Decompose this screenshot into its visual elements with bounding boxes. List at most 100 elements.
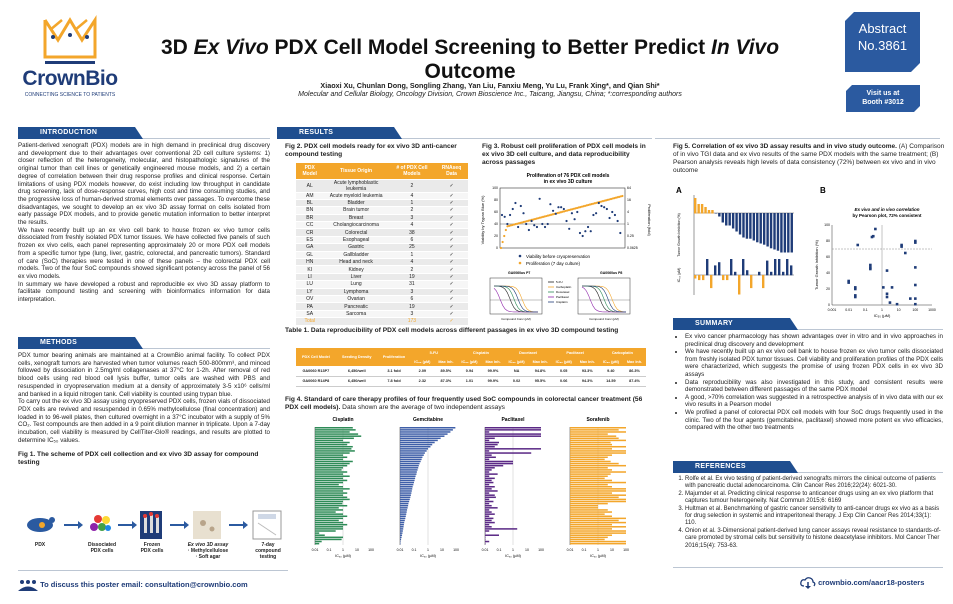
- table1-subheader-cell: Max Inh.: [622, 357, 646, 366]
- fig5a-tgi-bar: [738, 213, 742, 235]
- fig2-cell: Colorectal: [323, 228, 389, 237]
- title-part: Ex Vivo: [193, 36, 269, 59]
- fig2-cell: AL: [296, 179, 324, 193]
- fig4-bar: [485, 439, 490, 442]
- fig5b-point: [914, 283, 917, 287]
- fig4-bar: [570, 464, 626, 467]
- fig4-bar: [485, 437, 495, 440]
- fig5b-point: [874, 227, 877, 231]
- fig4-bar: [570, 479, 612, 482]
- fig4-bar: [315, 456, 348, 459]
- fig2-cell: LU: [296, 280, 324, 289]
- chart-icon: [252, 510, 282, 540]
- fig2-table-row: LU Lung 31 ✓: [296, 280, 468, 289]
- table1-cell: GA0060 R14P8: [296, 376, 336, 387]
- fig5b-point: [914, 241, 917, 244]
- abstract-badge: Abstract No.3861: [845, 12, 920, 72]
- fig5a-ic50-bar: [734, 271, 737, 276]
- fig4-bar: [570, 528, 612, 530]
- references-list: Rolfe et al. Ex vivo testing of patient-…: [673, 476, 943, 550]
- fig4-bar: [315, 469, 342, 471]
- title-part: 3D: [160, 36, 194, 59]
- step-label: 7-day compound testing: [255, 542, 281, 560]
- contact-email-link[interactable]: To discuss this poster email: consultati…: [40, 580, 248, 589]
- fig5-charts: A B Ex vivo and in vivo correlation by P…: [676, 186, 936, 318]
- table1-cell: 99.9%: [481, 376, 505, 387]
- fig4-bar: [570, 443, 612, 446]
- fig2-table-row: AL Acute lymphoblastic leukemia 2 ✓: [296, 179, 468, 193]
- fig4-bar: [400, 483, 414, 486]
- fig1-caption: Fig 1. The scheme of PDX cell collection…: [18, 451, 259, 467]
- fig4-bar: [400, 542, 401, 545]
- fig4-bar: [570, 486, 612, 488]
- table1-subheader-cell: Max Inh.: [481, 357, 505, 366]
- fig4-bar: [485, 538, 486, 541]
- proliferation-point: [621, 194, 624, 198]
- abstract-number: No.3861: [857, 38, 908, 53]
- results-heading: RESULTS: [277, 127, 402, 139]
- fig2-cell: 4: [388, 192, 436, 200]
- fig4-xtick: 10: [440, 548, 444, 552]
- fig4-bar: [485, 448, 541, 450]
- fig5a-ic50-bar: [746, 270, 749, 276]
- fig4-bar: [315, 464, 348, 467]
- fig5b-ytick: 0: [828, 303, 830, 307]
- fig5a-tgi-bar: [776, 213, 780, 251]
- fig4-bar: [315, 513, 343, 515]
- mouse-icon: [27, 517, 55, 532]
- methods-paragraph-1: PDX tumor bearing animals are maintained…: [18, 352, 270, 398]
- fig4-bar: [570, 454, 612, 456]
- fig4-bar: [485, 517, 494, 520]
- fig5b-ytick: 60: [826, 255, 830, 259]
- fig4-bar: [315, 431, 350, 433]
- viability-point: [611, 210, 614, 214]
- fig4-bar: [570, 458, 605, 461]
- fig4-bar: [315, 517, 343, 520]
- table1-cell: 0.02: [504, 376, 529, 387]
- fig4-bar: [570, 481, 626, 484]
- table1-cell: 87.3%: [434, 376, 458, 387]
- fig2-table-row: GA Gastric 25 ✓: [296, 243, 468, 252]
- viability-point: [597, 201, 600, 205]
- fig2-cell: 31: [388, 280, 436, 289]
- fig2-cell: ✓: [435, 310, 468, 319]
- fig4-bar: [570, 469, 612, 471]
- fig4-bar: [570, 534, 612, 536]
- booth-badge: Visit us at Booth #3012: [846, 85, 920, 112]
- fig4-chart-title: Sorafenib: [586, 417, 609, 423]
- viability-point: [568, 227, 571, 230]
- fig5b-point: [888, 301, 892, 304]
- fig4-bar: [570, 511, 612, 513]
- fig2-cell: AM: [296, 192, 324, 200]
- fig5b-point: [870, 235, 874, 239]
- fig4-bar: [400, 435, 445, 437]
- fig5b-ylabel: Tumor Growth Inhibition (%): [814, 239, 819, 290]
- fig5a-tgi-bar: [704, 207, 707, 214]
- fig4-bar: [315, 528, 343, 530]
- table1-caption: Table 1. Data reproducibility of PDX cel…: [285, 327, 619, 334]
- fig4-xlabel: IC₅₀ (µM): [420, 554, 437, 558]
- poster-download-link[interactable]: crownbio.com/aacr18-posters: [818, 578, 925, 587]
- table1: PDX Cell Model Seeding Density Proliferati…: [296, 348, 646, 387]
- fig4-bar: [400, 433, 448, 435]
- fig5b-xtick: 100: [912, 308, 918, 312]
- fig5b-point: [853, 295, 857, 299]
- table1-cell: 87.4%: [622, 376, 646, 387]
- fig4-bar: [315, 462, 350, 465]
- proliferation-point: [501, 240, 504, 244]
- proliferation-point: [499, 246, 503, 250]
- fig4-bar: [485, 498, 490, 501]
- fig5b-ytick: 100: [824, 223, 830, 227]
- fig5a-tgi-bar: [707, 210, 711, 214]
- fig4-bar: [400, 504, 409, 507]
- fig2-table-row: PA Pancreatic 19 ✓: [296, 302, 468, 311]
- fig4-bar: [400, 490, 412, 492]
- fig2-cell: CC: [296, 221, 324, 230]
- fig4-bar: [315, 475, 350, 477]
- contact-row: To discuss this poster email: consultati…: [18, 578, 308, 592]
- fig5a-ic50-bar: [790, 265, 793, 276]
- fig2-cell: SA: [296, 310, 324, 319]
- fig4-xtick: 10: [525, 548, 529, 552]
- fig2-header-cell: PDX Model: [296, 163, 324, 180]
- fig4-bar: [315, 439, 343, 442]
